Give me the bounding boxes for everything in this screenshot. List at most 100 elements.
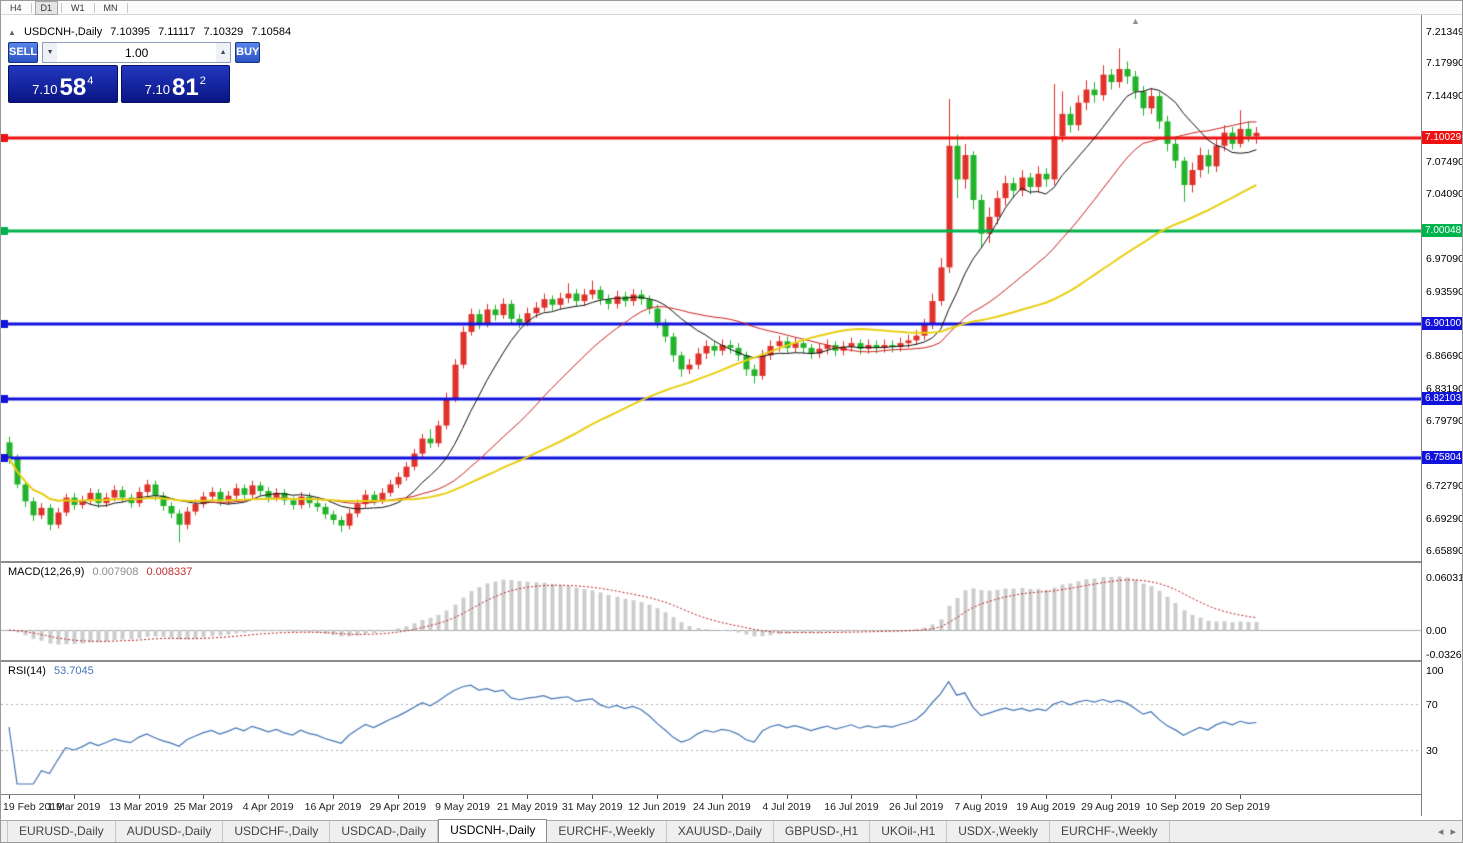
date-tick — [1175, 795, 1176, 799]
price-axis-label: 6.83190 — [1426, 383, 1463, 396]
date-label: 1 Mar 2019 — [47, 801, 101, 813]
price-axis-label: 7.21349 — [1426, 26, 1463, 39]
rsi-axis-label: 30 — [1426, 744, 1438, 757]
macd-indicator-label: MACD(12,26,9) 0.007908 0.008337 — [8, 566, 192, 578]
timeframe-button-w1[interactable]: W1 — [71, 2, 85, 13]
date-label: 21 May 2019 — [497, 801, 558, 813]
price-chart-canvas[interactable] — [1, 15, 1421, 561]
rsi-axis-label: 70 — [1426, 699, 1438, 712]
price-axis-label: 7.07490 — [1426, 155, 1463, 168]
rsi-title-text: RSI(14) — [8, 665, 46, 677]
macd-axis-label: 0.00 — [1426, 625, 1447, 638]
buy-price-pips: 81 — [171, 74, 199, 101]
date-axis: 19 Feb 2019 1 Mar 2019 13 Mar 2019 25 Mar 2… — [1, 794, 1422, 817]
volume-increase-button[interactable]: ▲ — [216, 43, 231, 62]
date-tick — [398, 795, 399, 799]
date-tick — [916, 795, 917, 799]
sell-price-pips: 58 — [59, 74, 87, 101]
tab-audusd-daily[interactable]: AUDUSD-,Daily — [116, 821, 224, 842]
volume-input[interactable] — [57, 43, 217, 62]
date-tick — [139, 795, 140, 799]
pane-separator[interactable] — [1, 561, 1422, 563]
price-axis-label: 6.72790 — [1426, 480, 1463, 493]
date-tick — [722, 795, 723, 799]
rsi-indicator-label: RSI(14) 53.7045 — [8, 665, 94, 677]
macd-indicator-canvas[interactable] — [1, 563, 1421, 660]
tab-scroll-icons[interactable]: ◂ ▸ — [1437, 826, 1458, 838]
macd-title-text: MACD(12,26,9) — [8, 566, 85, 578]
price-axis-label: 7.14490 — [1426, 90, 1463, 103]
pane-separator[interactable] — [1, 660, 1422, 662]
tab-gbpusd-h1[interactable]: GBPUSD-,H1 — [774, 821, 871, 842]
timeframe-button-d1[interactable]: D1 — [34, 1, 59, 15]
price-tag: 6.90100 — [1422, 317, 1462, 331]
sell-price-main: 7.10 — [32, 82, 58, 97]
price-axis-label: 7.17990 — [1426, 57, 1463, 70]
ohlc-low-value: 7.10329 — [203, 26, 244, 38]
macd-axis-label: 0.060317 — [1426, 571, 1462, 584]
price-axis-label: 6.93590 — [1426, 285, 1463, 298]
price-axis-label: 6.97090 — [1426, 253, 1463, 266]
date-tick — [1046, 795, 1047, 799]
tab-usdcnh-daily[interactable]: USDCNH-,Daily — [438, 819, 548, 842]
price-axis-label: 6.69290 — [1426, 513, 1463, 526]
toolbar-separator — [126, 2, 128, 13]
tab-eurchf-weekly[interactable]: EURCHF-,Weekly — [1050, 821, 1170, 842]
timeframe-toolbar: H4 D1 W1 MN — [1, 1, 1462, 15]
sell-price-box[interactable]: 7.10 58 4 — [8, 65, 118, 103]
price-axis-border — [1421, 15, 1422, 816]
volume-decrease-button[interactable]: ▼ — [43, 43, 58, 62]
date-tick — [268, 795, 269, 799]
tab-usdcad-daily[interactable]: USDCAD-,Daily — [330, 821, 439, 842]
macd-signal-value: 0.008337 — [146, 566, 193, 578]
date-tick — [1111, 795, 1112, 799]
chart-symbol-title: USDCNH-,Daily — [23, 26, 103, 38]
price-tag: 6.82103 — [1422, 392, 1462, 406]
tab-eurchf-weekly[interactable]: EURCHF-,Weekly — [547, 821, 667, 842]
tab-usdx-weekly[interactable]: USDX-,Weekly — [947, 821, 1051, 842]
price-axis-label: 6.79790 — [1426, 414, 1463, 427]
rsi-indicator-canvas[interactable] — [1, 662, 1421, 794]
timeframe-button-h4[interactable]: H4 — [10, 2, 22, 13]
rsi-current-value: 53.7045 — [53, 665, 94, 677]
buy-button[interactable]: BUY — [235, 42, 261, 63]
buy-price-box[interactable]: 7.10 81 2 — [120, 65, 230, 103]
macd-axis-label: -0.032648 — [1426, 649, 1462, 661]
date-label: 24 Jun 2019 — [692, 801, 751, 813]
chart-header: ▲ USDCNH-,Daily 7.10395 7.11117 7.10329 … — [8, 26, 296, 38]
timeframe-button-mn[interactable]: MN — [103, 2, 118, 13]
ohlc-close-value: 7.10584 — [251, 26, 292, 38]
date-label: 16 Apr 2019 — [304, 801, 362, 813]
price-axis-label: 6.86690 — [1426, 350, 1463, 363]
date-label: 26 Jul 2019 — [889, 801, 944, 813]
sell-price-point: 4 — [87, 75, 94, 87]
sell-button[interactable]: SELL — [8, 42, 39, 63]
price-axis-label: 7.04090 — [1426, 187, 1463, 200]
rsi-axis-label: 100 — [1426, 665, 1444, 677]
date-label: 4 Apr 2019 — [242, 801, 294, 813]
chart-shift-icon[interactable]: ▲ — [1131, 16, 1140, 26]
date-label: 16 Jul 2019 — [824, 801, 879, 813]
date-label: 29 Aug 2019 — [1081, 801, 1141, 813]
chart-tab-bar: EURUSD-,Daily AUDUSD-,Daily USDCHF-,Daily U… — [1, 819, 1462, 842]
tab-eurusd-daily[interactable]: EURUSD-,Daily — [7, 821, 116, 842]
tab-xauusd-daily[interactable]: XAUUSD-,Daily — [667, 821, 774, 842]
date-tick — [657, 795, 658, 799]
one-click-panel-toggle-icon[interactable]: ▲ — [8, 28, 16, 37]
price-tag: 7.00048 — [1422, 224, 1462, 238]
date-label: 25 Mar 2019 — [173, 801, 233, 813]
date-tick — [74, 795, 75, 799]
buy-price-main: 7.10 — [144, 82, 170, 97]
date-tick — [981, 795, 982, 799]
date-tick — [333, 795, 334, 799]
date-tick — [851, 795, 852, 799]
date-label: 9 May 2019 — [435, 801, 491, 813]
price-axis-label: 6.65890 — [1426, 544, 1463, 557]
date-tick — [1240, 795, 1241, 799]
date-label: 19 Aug 2019 — [1016, 801, 1076, 813]
ohlc-open-value: 7.10395 — [110, 26, 151, 38]
tab-usdchf-daily[interactable]: USDCHF-,Daily — [223, 821, 331, 842]
tab-ukoil-h1[interactable]: UKOil-,H1 — [870, 821, 948, 842]
date-label: 13 Mar 2019 — [109, 801, 169, 813]
